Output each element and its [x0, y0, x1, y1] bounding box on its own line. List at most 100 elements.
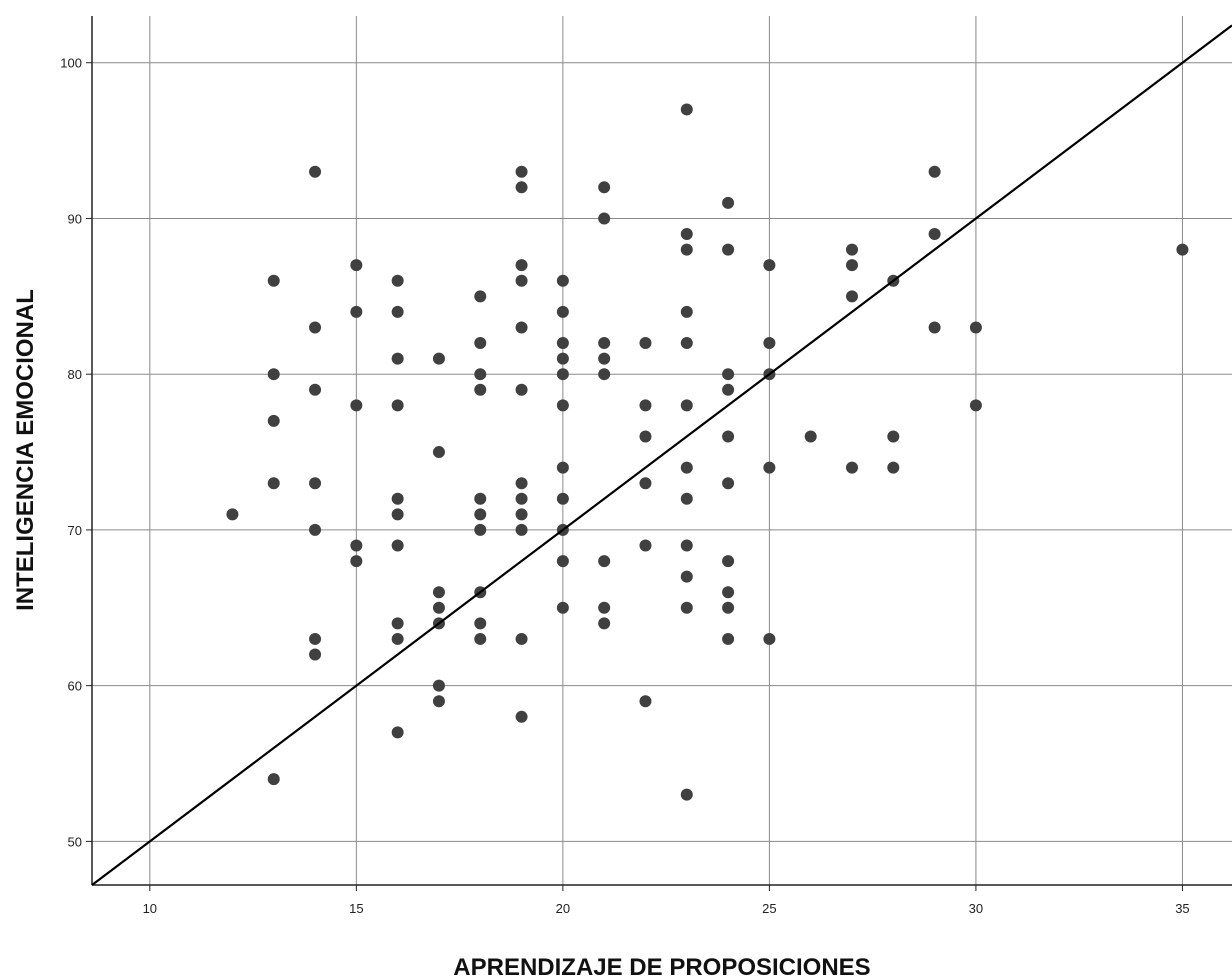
x-axis-title: APRENDIZAJE DE PROPOSICIONES — [453, 954, 870, 980]
data-point — [391, 492, 404, 505]
data-point — [846, 243, 858, 256]
data-point — [309, 321, 322, 334]
data-point — [515, 710, 528, 723]
y-tick-label: 90 — [68, 211, 82, 226]
data-point — [722, 368, 735, 381]
data-point — [928, 228, 941, 241]
data-point — [680, 570, 693, 583]
y-tick-label: 80 — [68, 367, 82, 382]
data-point — [556, 274, 569, 287]
data-point — [887, 461, 900, 474]
data-point — [598, 555, 611, 568]
data-point — [722, 586, 735, 599]
data-point — [267, 274, 280, 287]
y-axis-title: INTELIGENCIA EMOCIONAL — [12, 289, 39, 611]
x-tick-label: 30 — [969, 901, 983, 916]
data-point — [680, 103, 693, 116]
data-point — [474, 337, 487, 350]
data-point — [846, 259, 858, 272]
data-point — [556, 368, 569, 381]
data-point — [432, 352, 445, 365]
data-point — [432, 679, 445, 692]
data-point — [309, 632, 322, 645]
data-point — [309, 648, 322, 661]
data-point — [267, 477, 280, 490]
data-point — [515, 492, 528, 505]
data-point — [722, 430, 735, 443]
data-point — [722, 555, 735, 568]
data-point — [350, 539, 363, 552]
data-point — [846, 290, 858, 303]
data-point — [350, 399, 363, 412]
data-point — [515, 508, 528, 521]
data-point — [309, 165, 322, 178]
data-point — [391, 539, 404, 552]
data-point — [598, 601, 611, 614]
data-point — [391, 617, 404, 630]
data-point — [928, 165, 941, 178]
data-point — [639, 477, 652, 490]
data-point — [267, 414, 280, 427]
data-point — [598, 212, 611, 225]
data-point — [680, 539, 693, 552]
data-point — [350, 305, 363, 318]
data-point — [680, 788, 693, 801]
data-point — [639, 399, 652, 412]
data-point — [639, 337, 652, 350]
data-point — [763, 632, 776, 645]
data-point — [680, 243, 693, 256]
data-point — [556, 461, 569, 474]
data-point — [432, 446, 445, 459]
data-point — [556, 337, 569, 350]
data-point — [598, 352, 611, 365]
data-point — [763, 337, 776, 350]
data-point — [515, 259, 528, 272]
data-point — [391, 305, 404, 318]
data-point — [598, 337, 611, 350]
reference-line-group — [91, 24, 1232, 886]
data-point — [969, 399, 982, 412]
data-point — [474, 632, 487, 645]
data-point — [474, 492, 487, 505]
data-point — [846, 461, 858, 474]
data-point — [474, 368, 487, 381]
data-point — [309, 523, 322, 536]
data-point — [515, 523, 528, 536]
data-point — [515, 181, 528, 194]
data-point — [969, 321, 982, 334]
data-point — [515, 632, 528, 645]
data-point — [350, 555, 363, 568]
data-point — [309, 477, 322, 490]
data-point — [432, 586, 445, 599]
data-point — [722, 243, 735, 256]
data-point — [474, 523, 487, 536]
data-point — [267, 368, 280, 381]
data-point — [515, 274, 528, 287]
data-point — [556, 352, 569, 365]
axes — [91, 16, 1232, 886]
data-point — [680, 305, 693, 318]
data-point — [474, 617, 487, 630]
data-point — [1176, 243, 1189, 256]
data-point — [515, 477, 528, 490]
data-point — [928, 321, 941, 334]
data-point — [391, 352, 404, 365]
y-tick-label: 70 — [68, 523, 82, 538]
reference-line — [91, 24, 1232, 886]
data-point — [722, 632, 735, 645]
data-point — [639, 539, 652, 552]
data-point — [391, 632, 404, 645]
data-point — [639, 430, 652, 443]
data-point — [432, 695, 445, 708]
data-point — [267, 773, 280, 786]
data-point — [680, 337, 693, 350]
data-point — [556, 601, 569, 614]
tick-labels: 10 15 20 25 30 35 50 60 70 80 90 100 — [60, 56, 1189, 916]
data-point — [763, 461, 776, 474]
data-point — [391, 274, 404, 287]
data-point — [722, 477, 735, 490]
data-point — [391, 508, 404, 521]
data-point — [309, 383, 322, 396]
data-point — [556, 555, 569, 568]
